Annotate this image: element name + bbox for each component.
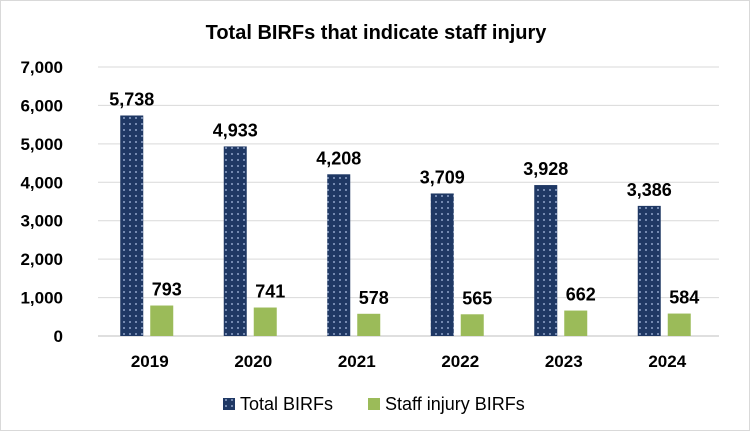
y-tick-label: 4,000 xyxy=(20,173,63,192)
data-label: 5,738 xyxy=(109,89,154,109)
bar-total-birfs xyxy=(223,146,247,336)
chart-title: Total BIRFs that indicate staff injury xyxy=(206,22,548,44)
y-tick-label: 0 xyxy=(54,327,63,346)
legend-label: Staff injury BIRFs xyxy=(385,394,525,414)
data-label: 662 xyxy=(566,285,596,305)
data-label: 3,928 xyxy=(523,159,568,179)
data-label: 565 xyxy=(462,288,492,308)
bar-staff-injury-birfs xyxy=(253,307,277,336)
y-tick-label: 3,000 xyxy=(20,212,63,231)
bar-staff-injury-birfs xyxy=(150,305,174,336)
y-tick-label: 7,000 xyxy=(20,58,63,77)
bar-staff-injury-birfs xyxy=(564,310,588,336)
y-tick-label: 5,000 xyxy=(20,135,63,154)
data-label: 3,386 xyxy=(627,180,672,200)
x-tick-label: 2023 xyxy=(545,352,583,371)
y-tick-label: 1,000 xyxy=(20,289,63,308)
data-label: 4,208 xyxy=(316,148,361,168)
y-tick-label: 6,000 xyxy=(20,96,63,115)
legend-label: Total BIRFs xyxy=(240,394,333,414)
bar-staff-injury-birfs xyxy=(667,313,691,336)
x-tick-label: 2021 xyxy=(338,352,376,371)
legend-swatch xyxy=(368,398,380,410)
data-label: 584 xyxy=(669,288,699,308)
bar-total-birfs xyxy=(327,174,351,336)
bar-total-birfs xyxy=(430,193,454,336)
bar-staff-injury-birfs xyxy=(357,313,381,336)
data-label: 3,709 xyxy=(420,167,465,187)
x-tick-label: 2022 xyxy=(441,352,479,371)
bar-total-birfs xyxy=(120,115,144,336)
data-label: 4,933 xyxy=(213,120,258,140)
data-label: 578 xyxy=(359,288,389,308)
data-label: 793 xyxy=(152,280,182,300)
legend-swatch xyxy=(223,398,235,410)
x-tick-label: 2020 xyxy=(234,352,272,371)
bar-total-birfs xyxy=(637,205,661,336)
bar-total-birfs xyxy=(534,185,558,336)
bar-staff-injury-birfs xyxy=(460,314,484,336)
data-label: 741 xyxy=(255,282,285,302)
y-tick-label: 2,000 xyxy=(20,250,63,269)
x-tick-label: 2019 xyxy=(131,352,169,371)
x-tick-label: 2024 xyxy=(648,352,686,371)
